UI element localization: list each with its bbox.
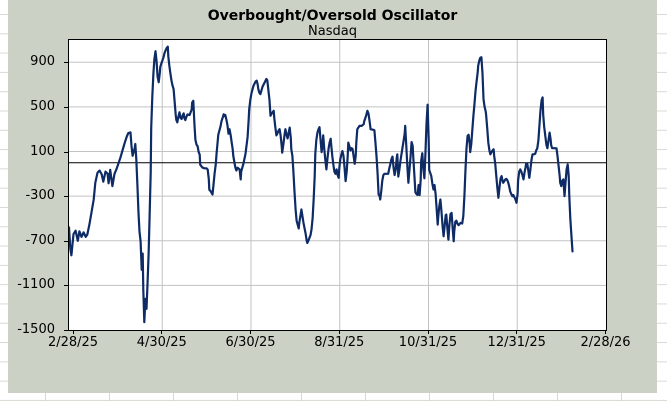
x-axis-label: 8/31/25 (314, 335, 365, 350)
y-axis-label: 500 (30, 98, 55, 114)
x-axis-tick (161, 330, 163, 334)
y-axis-tick (63, 196, 68, 198)
y-axis-label: -1100 (17, 277, 55, 293)
y-axis-label: -300 (25, 188, 55, 204)
plot-svg (68, 40, 606, 330)
x-axis-tick (605, 330, 606, 334)
x-axis-label: 2/28/26 (580, 335, 631, 350)
x-axis-label: 10/31/25 (398, 335, 458, 350)
x-axis-label: 6/30/25 (225, 335, 276, 350)
x-axis-tick (427, 330, 429, 334)
x-axis-label: 12/31/25 (487, 335, 546, 350)
x-axis-label: 2/28/25 (47, 335, 99, 350)
y-axis-tick (63, 330, 68, 331)
y-axis-label: 900 (30, 54, 55, 70)
y-axis-tick (63, 62, 68, 64)
chart-title: Overbought/Oversold Oscillator (207, 8, 458, 24)
chart-subtitle: Nasdaq (308, 24, 357, 39)
x-axis-label: 4/30/25 (136, 335, 187, 350)
plot-area (67, 39, 607, 331)
x-axis-tick (516, 330, 518, 334)
y-axis-tick (63, 106, 68, 108)
y-axis-tick (63, 240, 68, 242)
oscillator-chart: Overbought/Oversold Oscillator Nasdaq 90… (8, 0, 657, 393)
y-axis-tick (63, 151, 68, 153)
y-axis-label: 100 (30, 143, 55, 159)
oscillator-line (68, 45, 574, 324)
y-axis-label: -700 (25, 232, 55, 248)
y-axis-tick (63, 285, 68, 287)
y-axis-label: -1500 (17, 322, 55, 337)
x-axis-tick (250, 330, 251, 334)
x-axis-tick (338, 330, 340, 334)
x-axis-tick (72, 330, 74, 334)
